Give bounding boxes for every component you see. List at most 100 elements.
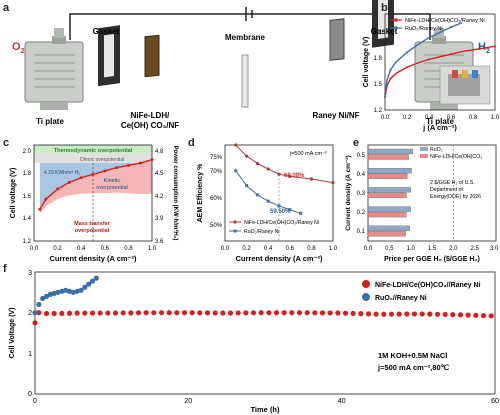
chart-c-point bbox=[79, 176, 83, 180]
chart-b-point bbox=[406, 66, 408, 69]
chart-c-ohmic: Ohmic overpotential bbox=[80, 157, 124, 163]
chart-c-ohmic-band bbox=[34, 153, 152, 163]
circuit-wire bbox=[69, 13, 431, 40]
chart-f-point-nife bbox=[273, 310, 280, 316]
chart-e-xtick-3: 1.5 bbox=[428, 246, 437, 252]
chart-d-xlabel: Current density (A cm⁻²) bbox=[235, 254, 323, 263]
chart-d-point bbox=[255, 193, 259, 197]
chart-c-ytick-2: 1.6 bbox=[23, 194, 32, 200]
chart-f-point-nife bbox=[66, 310, 73, 316]
chart-f-point-nife bbox=[212, 310, 218, 316]
chart-f-point-nife bbox=[174, 310, 180, 316]
panel-b-label: b bbox=[381, 2, 388, 14]
chart-f-point-nife bbox=[59, 310, 65, 317]
chart-b-xlabel: j (A cm⁻²) bbox=[422, 123, 457, 132]
chart-f-point-nife bbox=[235, 310, 241, 316]
chart-c-kinetic-area bbox=[39, 159, 152, 210]
chart-d-val1: 68.09% bbox=[284, 173, 305, 179]
chart-c-point bbox=[44, 197, 48, 201]
chart-c-y2tick-0: 3.6 bbox=[155, 239, 164, 245]
chart-f-frame bbox=[34, 271, 496, 395]
panel-e-label: e bbox=[353, 137, 360, 149]
chart-b-xtick-5: 1.0 bbox=[491, 115, 500, 121]
chart-d-xtick-3: 0.6 bbox=[286, 246, 295, 252]
chart-f-point-nife bbox=[465, 312, 471, 318]
chart-f-point-nife bbox=[143, 310, 149, 316]
panel-a-label: a bbox=[3, 2, 10, 14]
chart-f-point-ruo2 bbox=[86, 281, 92, 287]
chart-f-point-nife bbox=[480, 313, 487, 319]
chart-f-point-nife bbox=[227, 310, 234, 316]
chart-e-xtick-5: 2.5 bbox=[471, 246, 480, 252]
chart-f-point-ruo2 bbox=[78, 287, 84, 293]
chart-d-frame bbox=[224, 144, 334, 242]
chart-f-point-ruo2 bbox=[89, 278, 96, 284]
chart-b-xtick-3: 0.6 bbox=[447, 115, 456, 121]
chart-f-xtick-2: 40 bbox=[338, 398, 346, 405]
chart-b-ytick-1: 1.5 bbox=[374, 82, 383, 88]
chart-e-xtick-6: 3.0 bbox=[490, 246, 499, 252]
chart-f-point-nife bbox=[327, 310, 333, 316]
chart-f-point-nife bbox=[158, 310, 165, 316]
membrane-label: Membrane bbox=[225, 33, 266, 42]
chart-f-xtick-0: 0 bbox=[33, 398, 37, 405]
chart-f-point-ruo2 bbox=[43, 293, 50, 299]
chart-d-series-1-line bbox=[235, 144, 334, 184]
panel-d-label: d bbox=[188, 137, 195, 149]
chart-c-y2tick-1: 3.9 bbox=[155, 216, 164, 222]
chart-c-point bbox=[150, 158, 154, 162]
chart-d-ylabel: AEM Efficiency % bbox=[197, 163, 204, 223]
chart-b-ytick-2: 1.8 bbox=[374, 56, 383, 62]
chart-f-point-nife bbox=[266, 310, 272, 316]
chart-d-point bbox=[288, 208, 292, 212]
gasket-left-label: Gasket bbox=[93, 27, 120, 36]
chart-c-y2label: Power consumption (KW·h/m³H₂) bbox=[172, 146, 179, 241]
chart-f-ytick-1: 1 bbox=[28, 351, 32, 358]
chart-f-point-ruo2 bbox=[93, 275, 99, 281]
o2-label: O2 bbox=[12, 41, 25, 55]
h2-label: H2 bbox=[478, 41, 490, 55]
chart-c-point bbox=[67, 180, 71, 184]
chart-f-point-nife bbox=[181, 310, 188, 316]
chart-f-xlabel: Time (h) bbox=[250, 405, 280, 414]
chart-f-cond-1: 1M KOH+0.5M NaCl bbox=[378, 351, 447, 360]
chart-d-ytick-3: 75% bbox=[210, 155, 223, 161]
chart-e-xtick-4: 2.0 bbox=[449, 246, 458, 252]
chart-b-point bbox=[389, 68, 392, 71]
panel-c-label: c bbox=[3, 137, 10, 149]
chart-c-xtick-1: 0.2 bbox=[53, 246, 62, 252]
chart-f-ytick-2: 2 bbox=[28, 310, 32, 317]
chart-f-point-nife bbox=[105, 310, 111, 316]
chart-c-kinetic-2: overpotential bbox=[96, 185, 128, 191]
chart-c-xtick-3: 0.6 bbox=[101, 246, 110, 252]
chart-b-series-2-line bbox=[384, 22, 463, 95]
chart-c-point bbox=[138, 161, 142, 165]
chart-f-point-nife bbox=[135, 310, 142, 316]
chart-e-ytick-1: 0.4 bbox=[357, 172, 366, 178]
chart-f-point-nife bbox=[89, 310, 96, 316]
chart-f-point-nife bbox=[32, 320, 38, 326]
chart-f-point-nife bbox=[404, 311, 410, 317]
chart-f-point-nife bbox=[151, 310, 157, 316]
chart-f-legend-2: RuO₂//Raney Ni bbox=[375, 295, 427, 302]
chart-c-thermo: Thermodynamic overpotential bbox=[54, 148, 133, 154]
chart-e-bar bbox=[367, 173, 408, 179]
chart-e-bar bbox=[367, 168, 412, 174]
chart-b-ytick-0: 1.2 bbox=[374, 108, 383, 114]
gasket-right bbox=[372, 0, 394, 48]
chart-f-point-nife bbox=[128, 310, 134, 316]
chart-d-point bbox=[277, 204, 281, 208]
chart-f-point-nife bbox=[51, 310, 57, 317]
chart-d-xtick-2: 0.4 bbox=[264, 246, 273, 252]
chart-f-cond-2: j=500 mA cm⁻²,80℃ bbox=[377, 363, 450, 372]
chart-c-point bbox=[115, 166, 119, 170]
chart-f-point-nife bbox=[258, 310, 264, 316]
chart-e-note-3: Energy(DOE) by 2026 bbox=[430, 194, 481, 200]
chart-f-point-nife bbox=[442, 311, 448, 318]
chart-c-mass-1: Mass transfer bbox=[74, 221, 111, 227]
chart-f-point-nife bbox=[112, 310, 119, 316]
chart-e-legend-2: NiFe-LDH/Ce(OH)CO₃ bbox=[430, 154, 482, 160]
chart-d-xtick-1: 0.2 bbox=[242, 246, 251, 252]
chart-f-point-nife bbox=[36, 310, 42, 316]
